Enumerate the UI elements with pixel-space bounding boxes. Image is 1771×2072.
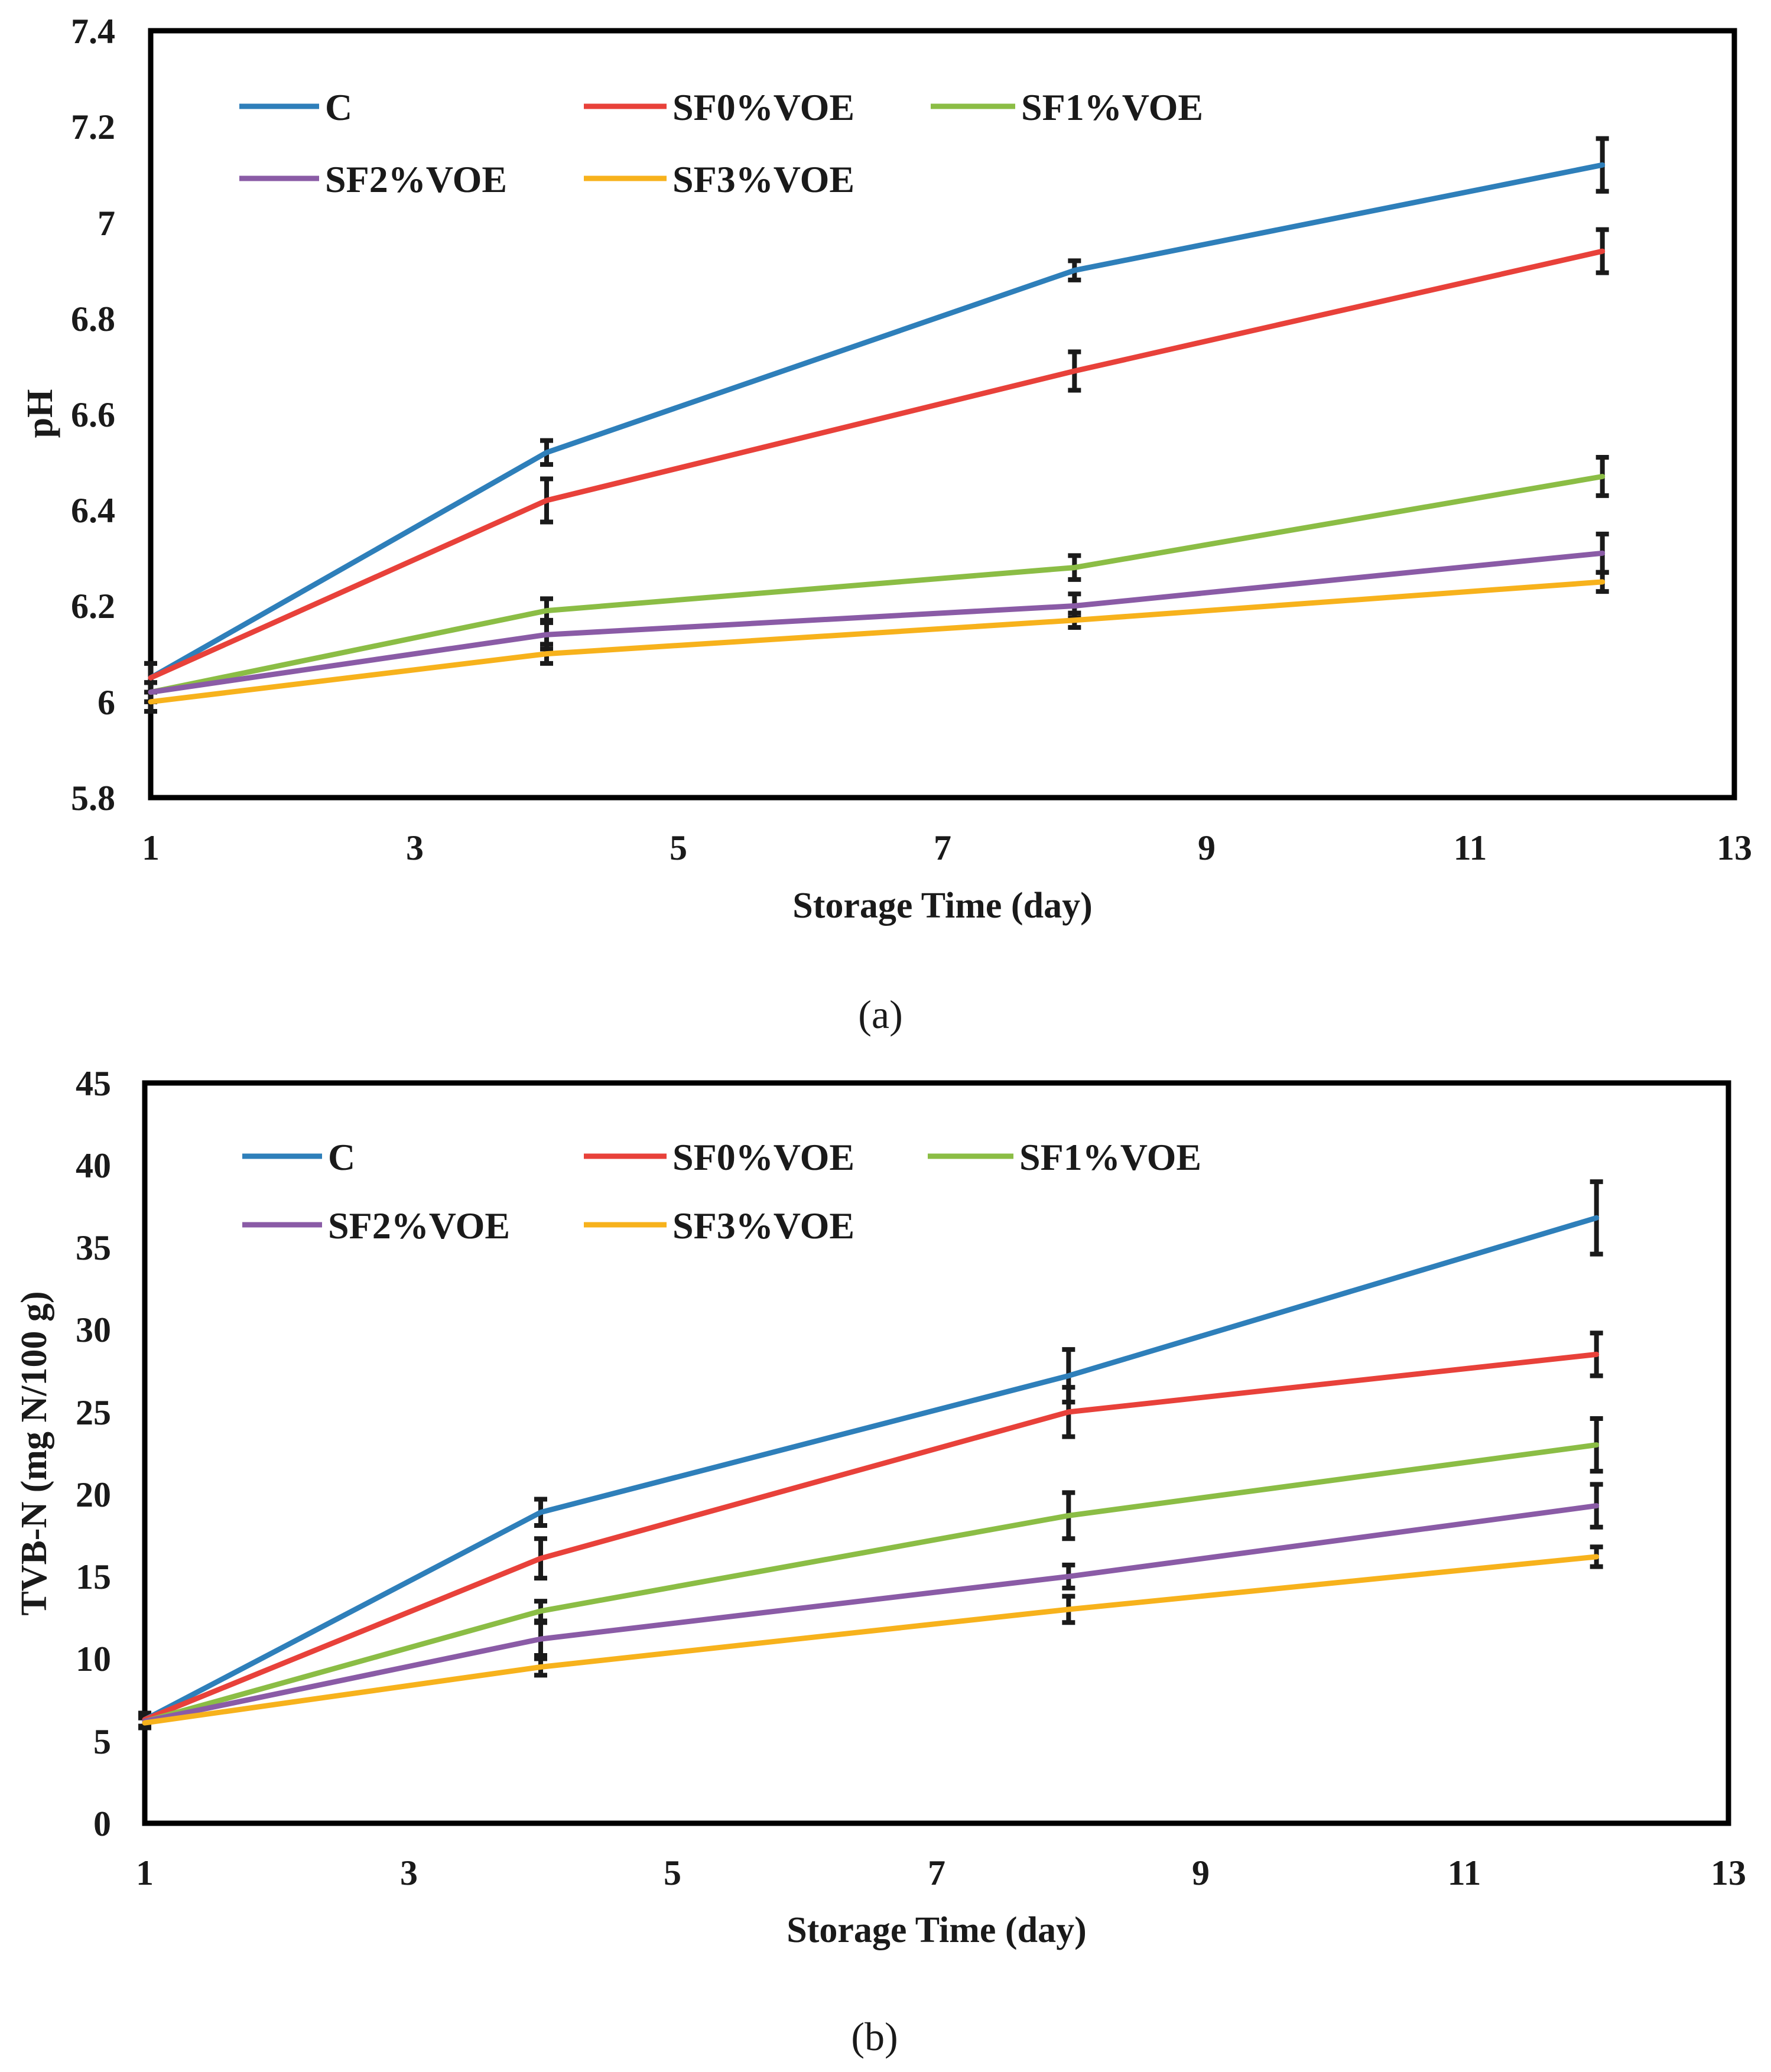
chart-panel-b: 0 5 10 15 20 25 30 35 40 45 1 3 5 7 9 11… <box>14 1064 1746 2059</box>
x-tick-label: 13 <box>1711 1853 1746 1892</box>
y-tick-label: 20 <box>76 1475 111 1514</box>
legend-label: C <box>325 86 352 128</box>
y-tick-labels-b: 0 5 10 15 20 25 30 35 40 45 <box>76 1064 111 1843</box>
legend-label: SF0%VOE <box>672 86 854 128</box>
x-tick-label: 3 <box>406 828 424 867</box>
x-tick-label: 5 <box>664 1853 681 1892</box>
series-line-sf3pctvoe <box>142 1554 1600 1726</box>
y-tick-label: 6.6 <box>71 395 115 434</box>
series-line-sf3pctvoe <box>148 579 1606 705</box>
series-line-c <box>142 1215 1600 1723</box>
y-tick-label: 10 <box>76 1640 111 1679</box>
x-tick-label: 11 <box>1454 828 1487 867</box>
legend-label: C <box>328 1136 355 1178</box>
x-tick-label: 13 <box>1717 828 1752 867</box>
error-bars-b <box>138 1179 1603 1731</box>
y-tick-label: 15 <box>76 1557 111 1596</box>
x-tick-label: 5 <box>670 828 687 867</box>
series-lines-b <box>142 1215 1600 1726</box>
y-tick-label: 25 <box>76 1393 111 1432</box>
y-tick-label: 40 <box>76 1146 111 1185</box>
y-tick-label: 45 <box>76 1064 111 1103</box>
x-tick-labels-b: 1 3 5 7 9 11 13 <box>136 1853 1746 1892</box>
legend-label: SF2%VOE <box>328 1205 510 1247</box>
y-tick-label: 7.2 <box>71 108 115 147</box>
legend-label: SF0%VOE <box>672 1136 854 1178</box>
panel-label-b: (b) <box>851 2014 898 2059</box>
y-tick-label: 6.4 <box>71 491 115 530</box>
x-tick-label: 9 <box>1192 1853 1210 1892</box>
x-axis-title-a: Storage Time (day) <box>792 886 1092 926</box>
legend-label: SF1%VOE <box>1021 86 1203 128</box>
legend-b: C SF0%VOE SF1%VOE SF2%VOE SF3%VOE <box>242 1136 1201 1247</box>
series-line-sf1pctvoe <box>142 1442 1600 1724</box>
x-tick-label: 3 <box>400 1853 418 1892</box>
y-tick-label: 35 <box>76 1228 111 1267</box>
series-line-c <box>148 162 1606 681</box>
y-tick-label: 6.2 <box>71 587 115 626</box>
x-tick-label: 1 <box>142 828 160 867</box>
y-tick-labels-a: 5.8 6 6.2 6.4 6.6 6.8 7 7.2 7.4 <box>71 12 115 818</box>
x-tick-label: 9 <box>1198 828 1216 867</box>
y-tick-label: 6 <box>98 683 115 722</box>
y-axis-title-b: TVB-N (mg N/100 g) <box>14 1291 54 1615</box>
y-tick-label: 7.4 <box>71 12 115 51</box>
plot-area-b <box>142 1080 1731 1826</box>
y-tick-label: 0 <box>93 1804 111 1843</box>
legend-a: C SF0%VOE SF1%VOE SF2%VOE SF3%VOE <box>239 86 1203 200</box>
panel-label-a: (a) <box>858 992 902 1037</box>
series-line-sf2pctvoe <box>148 550 1606 695</box>
y-tick-label: 7 <box>98 204 115 243</box>
legend-label: SF1%VOE <box>1019 1136 1201 1178</box>
y-tick-label: 5 <box>93 1722 111 1761</box>
plot-area-a <box>148 28 1737 801</box>
legend-label: SF2%VOE <box>325 158 507 200</box>
y-tick-label: 30 <box>76 1310 111 1349</box>
legend-label: SF3%VOE <box>672 1205 854 1247</box>
x-axis-title-b: Storage Time (day) <box>787 1910 1086 1950</box>
series-lines-a <box>148 162 1606 705</box>
x-tick-labels-a: 1 3 5 7 9 11 13 <box>142 828 1752 867</box>
series-line-sf1pctvoe <box>148 474 1606 695</box>
y-tick-label: 6.8 <box>71 300 115 339</box>
series-line-sf0pctvoe <box>148 248 1606 681</box>
x-tick-label: 7 <box>934 828 951 867</box>
legend-label: SF3%VOE <box>672 158 854 200</box>
series-line-sf2pctvoe <box>142 1503 1600 1724</box>
series-line-sf0pctvoe <box>142 1351 1600 1723</box>
x-tick-label: 1 <box>136 1853 154 1892</box>
y-tick-label: 5.8 <box>71 779 115 818</box>
error-bars-a <box>144 136 1609 714</box>
x-tick-label: 7 <box>928 1853 945 1892</box>
chart-panel-a: 5.8 6 6.2 6.4 6.6 6.8 7 7.2 7.4 1 3 5 7 … <box>20 12 1752 1037</box>
x-tick-label: 11 <box>1448 1853 1481 1892</box>
y-axis-title-a: pH <box>20 389 60 438</box>
